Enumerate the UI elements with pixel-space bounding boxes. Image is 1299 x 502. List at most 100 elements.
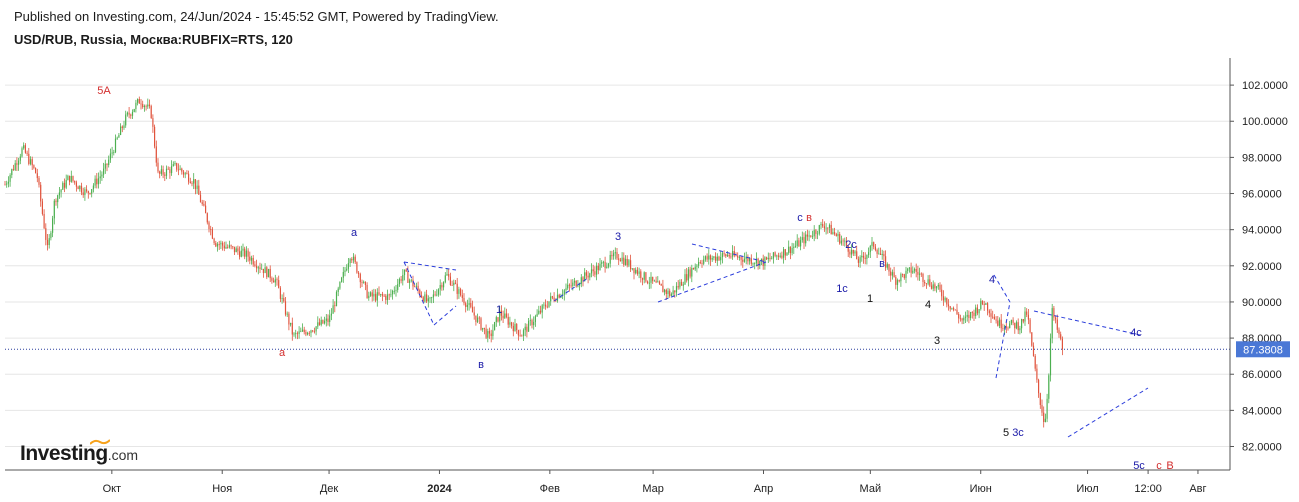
candle-body — [886, 264, 888, 268]
wave-dashed-line — [995, 301, 1011, 379]
candle-body — [189, 181, 191, 184]
wave-label: 5c — [1133, 460, 1145, 472]
candle-body — [33, 165, 35, 168]
candle-body — [912, 270, 914, 273]
candle-body — [104, 163, 106, 169]
candle-body — [704, 256, 706, 260]
candle-body — [356, 262, 358, 273]
candle-body — [998, 319, 1001, 326]
candle-body — [351, 259, 353, 261]
candle-body — [454, 282, 457, 284]
candle-body — [182, 171, 185, 175]
candle-body — [832, 232, 834, 235]
candle-body — [21, 148, 23, 157]
candle-body — [400, 279, 402, 281]
candle-body — [827, 227, 829, 229]
candle-body — [864, 257, 866, 259]
candle-body — [665, 289, 667, 294]
candle-body — [669, 290, 671, 296]
candle-body — [738, 257, 740, 258]
candle-body — [398, 279, 400, 285]
candle-body — [67, 175, 69, 181]
candles — [4, 96, 1063, 428]
candle-body — [114, 138, 117, 153]
candle-body — [278, 280, 280, 289]
x-tick-label: Фев — [540, 483, 560, 495]
candle-body — [902, 274, 904, 275]
candle-body — [550, 296, 552, 302]
candle-body — [900, 274, 902, 282]
candle-body — [845, 240, 848, 246]
candle-body — [18, 160, 20, 165]
candle-body — [885, 256, 887, 268]
candle-body — [781, 255, 783, 258]
candle-body — [771, 258, 773, 260]
candle-body — [847, 245, 849, 252]
candle-body — [135, 102, 137, 110]
candle-body — [896, 280, 899, 285]
x-tick-label: Авг — [1189, 483, 1206, 495]
candle-body — [873, 242, 875, 247]
candle-body — [123, 125, 125, 128]
candle-body — [429, 297, 431, 299]
candle-body — [448, 274, 450, 277]
candle-body — [856, 251, 858, 260]
candle-body — [750, 258, 752, 264]
candle-body — [301, 329, 304, 332]
candle-body — [529, 320, 531, 321]
candle-body — [341, 277, 343, 282]
candle-body — [342, 272, 344, 278]
candle-body — [267, 268, 270, 278]
candle-body — [344, 270, 346, 273]
candle-body — [308, 332, 310, 334]
candle-body — [582, 277, 584, 282]
x-tick-label: 2024 — [427, 483, 452, 495]
candle-body — [672, 290, 674, 295]
candle-body — [198, 185, 200, 195]
candle-body — [329, 315, 331, 322]
candle-body — [645, 272, 647, 282]
candle-body — [116, 137, 118, 139]
candle-body — [696, 265, 698, 267]
candle-body — [754, 263, 756, 264]
candle-body — [148, 104, 151, 106]
candle-body — [363, 281, 365, 283]
candle-body — [1061, 338, 1063, 350]
candle-body — [57, 195, 59, 203]
candle-body — [84, 189, 86, 196]
candle-body — [992, 316, 994, 318]
candle-body — [388, 294, 390, 296]
candle-body — [133, 109, 135, 112]
candle-body — [920, 273, 922, 275]
candle-body — [708, 255, 710, 260]
candle-body — [507, 316, 509, 325]
candle-body — [834, 232, 836, 235]
candle-body — [613, 253, 615, 257]
candle-body — [488, 331, 491, 334]
investing-logo[interactable]: Investing.com — [20, 439, 139, 466]
candle-body — [1036, 368, 1038, 380]
candle-body — [318, 322, 321, 325]
candle-body — [499, 310, 501, 322]
candle-body — [381, 293, 383, 296]
candle-body — [162, 169, 164, 175]
logo-domain: .com — [107, 447, 139, 463]
candle-body — [849, 251, 851, 255]
candle-body — [249, 256, 251, 261]
candle-body — [4, 184, 6, 186]
candle-body — [694, 266, 696, 270]
y-tick-label: 82.0000 — [1242, 442, 1282, 454]
candle-body — [767, 257, 769, 260]
candle-body — [628, 260, 630, 266]
candle-body — [536, 313, 538, 317]
candle-body — [495, 317, 497, 323]
candle-body — [718, 256, 720, 261]
candle-body — [924, 281, 926, 284]
candle-body — [43, 213, 45, 229]
candle-body — [686, 274, 688, 281]
wave-label: 4 — [989, 274, 995, 286]
candle-body — [23, 145, 25, 149]
candle-body — [919, 273, 921, 275]
candle-body — [254, 264, 256, 266]
